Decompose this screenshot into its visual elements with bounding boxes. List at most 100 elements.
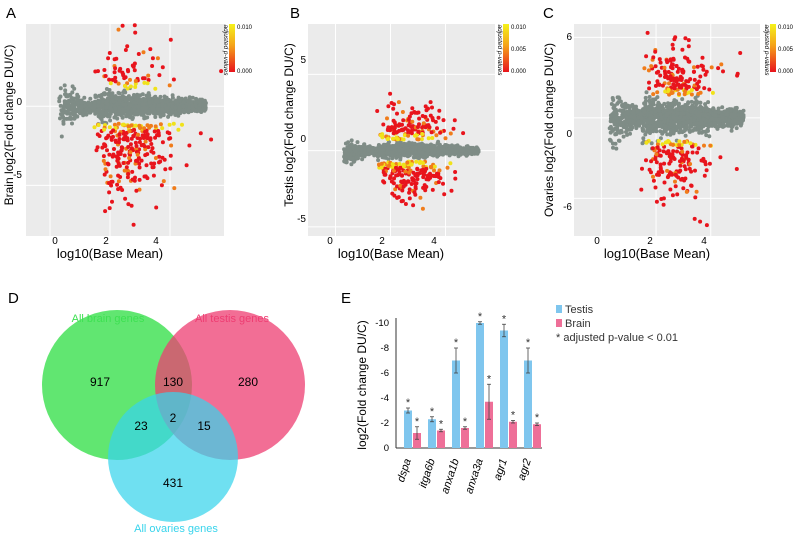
point-nonsig: [662, 119, 667, 124]
point-sig: [676, 66, 681, 71]
panel-b-ytick: 0: [300, 134, 306, 145]
point-sig: [423, 104, 428, 109]
point-sig: [409, 124, 414, 129]
point-sig: [116, 140, 121, 145]
point-sig: [163, 167, 168, 172]
point-sig: [418, 195, 423, 200]
point-nonsig: [102, 91, 107, 96]
point-nonsig: [703, 102, 708, 107]
point-sig: [445, 165, 450, 170]
point-sig: [151, 150, 156, 155]
point-sig: [112, 57, 117, 62]
point-nonsig: [675, 111, 680, 116]
point-sig: [381, 122, 386, 127]
point-sig: [424, 166, 429, 171]
point-sig: [436, 115, 441, 120]
point-nonsig: [131, 100, 136, 105]
point-sig: [117, 163, 122, 168]
point-sig: [143, 129, 147, 134]
panel-b-plot: [308, 24, 495, 236]
point-sig: [449, 188, 454, 193]
point-nonsig: [648, 113, 653, 117]
point-sig: [136, 52, 141, 56]
point-nonsig: [421, 155, 426, 160]
point-sig: [407, 190, 412, 195]
point-nonsig: [121, 90, 126, 95]
point-nonsig: [417, 143, 422, 148]
point-sig: [105, 148, 109, 153]
point-nonsig: [392, 147, 397, 152]
point-nonsig: [612, 110, 617, 115]
point-sig: [413, 110, 418, 115]
point-nonsig: [127, 114, 132, 119]
point-nonsig: [107, 113, 111, 118]
point-nonsig: [347, 148, 352, 153]
point-sig: [392, 127, 397, 132]
point-nonsig: [194, 104, 198, 109]
point-nonsig: [724, 112, 729, 117]
point-sig: [375, 109, 380, 113]
point-sig: [126, 145, 131, 149]
point-sig: [391, 106, 396, 111]
point-nonsig: [671, 120, 676, 125]
point-nonsig: [135, 109, 140, 113]
point-sig: [399, 179, 404, 184]
point-nonsig: [665, 132, 670, 137]
point-nonsig: [138, 93, 143, 98]
point-sig: [131, 222, 136, 227]
point-sig: [116, 27, 121, 32]
panel-b-ytick: -5: [297, 214, 306, 225]
point-nonsig: [197, 106, 202, 111]
point-sig: [411, 178, 416, 183]
point-nonsig: [618, 130, 622, 135]
point-nonsig: [685, 101, 690, 106]
point-sig: [452, 118, 457, 123]
point-sig: [410, 106, 415, 111]
point-sig: [102, 68, 107, 72]
point-nonsig: [100, 103, 105, 108]
point-nonsig: [668, 103, 673, 107]
point-sig: [420, 167, 425, 172]
point-nonsig: [84, 112, 89, 117]
point-nonsig: [373, 146, 378, 151]
point-nonsig: [453, 145, 458, 149]
point-sig: [101, 154, 106, 159]
point-sig: [379, 133, 383, 138]
point-sig: [144, 163, 149, 168]
panel-b-xtick: 0: [327, 236, 333, 247]
point-nonsig: [86, 101, 91, 106]
point-sig: [108, 174, 113, 179]
point-sig: [123, 48, 128, 52]
point-nonsig: [703, 122, 708, 127]
point-sig: [453, 170, 458, 174]
point-nonsig: [158, 114, 163, 119]
point-sig: [133, 79, 138, 83]
point-nonsig: [170, 104, 175, 109]
point-nonsig: [343, 156, 347, 161]
point-sig: [719, 62, 724, 67]
point-sig: [400, 110, 405, 114]
point-sig: [411, 170, 416, 175]
point-nonsig: [685, 105, 690, 110]
point-nonsig: [59, 134, 64, 139]
point-sig: [651, 178, 656, 183]
point-sig: [405, 160, 410, 165]
point-sig: [113, 66, 118, 71]
point-sig: [156, 133, 161, 138]
point-sig: [438, 130, 443, 135]
point-sig: [121, 122, 126, 127]
panel-b: B log10(Base Mean) Testis log2(Fold chan…: [282, 5, 527, 261]
point-sig: [392, 120, 397, 125]
point-sig: [413, 133, 417, 138]
point-sig: [451, 126, 456, 131]
point-sig: [114, 164, 119, 169]
point-sig: [112, 147, 116, 151]
point-nonsig: [61, 121, 66, 126]
point-nonsig: [190, 104, 195, 109]
point-nonsig: [383, 142, 388, 147]
point-sig: [113, 79, 118, 84]
point-sig: [142, 76, 147, 81]
point-nonsig: [641, 128, 646, 133]
point-sig: [414, 159, 419, 164]
point-sig: [667, 81, 671, 86]
